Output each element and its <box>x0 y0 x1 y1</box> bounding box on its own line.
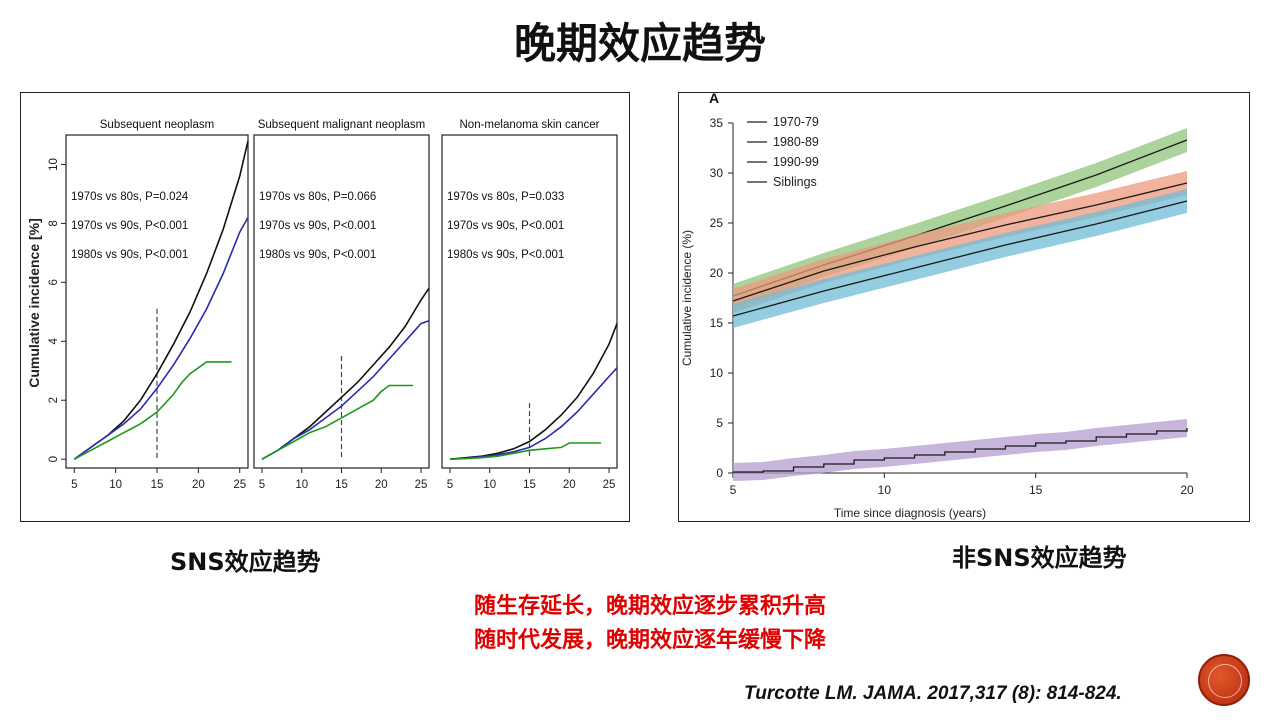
x-tick-label: 25 <box>233 479 246 491</box>
p-value-annotation: 1980s vs 90s, P<0.001 <box>71 249 188 261</box>
y-tick-label: 5 <box>716 416 723 430</box>
caption-non-sns: 非SNS效应趋势 <box>952 544 1127 572</box>
y-tick-label: 8 <box>48 220 60 226</box>
x-tick-label: 20 <box>375 479 388 491</box>
series-line-3 <box>449 442 602 460</box>
p-value-annotation: 1980s vs 90s, P<0.001 <box>447 249 564 261</box>
x-tick-label: 5 <box>259 479 265 491</box>
series-line-1 <box>449 323 618 460</box>
p-value-annotation: 1970s vs 80s, P=0.024 <box>71 191 189 203</box>
sns-figure: Cumulative incidence [%] Subsequent neopl… <box>20 92 630 522</box>
panel-title: Subsequent malignant neoplasm <box>258 119 426 131</box>
panel-title: Non-melanoma skin cancer <box>460 119 600 131</box>
y-tick-label: 10 <box>710 366 724 380</box>
x-tick-label: 10 <box>109 479 122 491</box>
panel-frame <box>441 134 618 469</box>
series-line-1 <box>261 287 430 460</box>
panel-title: Subsequent neoplasm <box>100 119 214 131</box>
x-tick-label: 15 <box>523 479 536 491</box>
x-tick-label: 25 <box>603 479 616 491</box>
series-line-1 <box>73 140 249 460</box>
y-tick-label: 0 <box>48 456 60 462</box>
x-tick-label: 15 <box>1029 483 1043 497</box>
panel-1: Subsequent neoplasm 5 10 15 20 25 0 2 4 6 8 10 1970s… <box>48 119 249 491</box>
x-tick-label: 15 <box>335 479 348 491</box>
panel-2: Subsequent malignant neoplasm 5 10 15 20 25 19… <box>253 119 430 491</box>
x-tick-label: 15 <box>151 479 164 491</box>
p-value-annotation: 1970s vs 90s, P<0.001 <box>71 220 188 232</box>
y-axis-label: Cumulative incidence (%) <box>680 230 694 366</box>
series-line-2 <box>449 367 618 460</box>
citation: Turcotte LM. JAMA. 2017,317 (8): 814-824… <box>744 683 1122 704</box>
legend-entry: Siblings <box>773 175 817 189</box>
series-line-4 <box>733 428 1188 473</box>
series-line-2 <box>73 217 249 460</box>
p-value-annotation: 1970s vs 80s, P=0.066 <box>259 191 376 203</box>
x-tick-label: 5 <box>447 479 453 491</box>
conclusion-line-2: 随时代发展，晚期效应逐年缓慢下降 <box>473 628 826 653</box>
ci-band-4 <box>733 419 1187 481</box>
sns-chart: Cumulative incidence [%] Subsequent neopl… <box>26 119 618 491</box>
ci-band-3 <box>733 189 1187 328</box>
x-tick-label: 5 <box>71 479 77 491</box>
y-tick-label: 0 <box>716 466 723 480</box>
p-value-annotation: 1970s vs 90s, P<0.001 <box>447 220 564 232</box>
x-tick-label: 20 <box>563 479 576 491</box>
x-tick-label: 10 <box>295 479 308 491</box>
panel-frame <box>65 134 249 469</box>
y-tick-label: 6 <box>48 279 60 285</box>
x-axis-label: Time since diagnosis (years) <box>834 506 986 520</box>
x-tick-label: 10 <box>878 483 892 497</box>
y-tick-label: 25 <box>710 216 724 230</box>
conclusions: 随生存延长，晚期效应逐步累积升高 随时代发展，晚期效应逐年缓慢下降 <box>0 590 1280 658</box>
legend: 1970-79 1980-89 1990-99 Siblings <box>747 115 819 189</box>
y-tick-label: 35 <box>710 116 724 130</box>
x-tick-label: 5 <box>730 483 737 497</box>
x-tick-label: 20 <box>1180 483 1194 497</box>
p-value-annotation: 1970s vs 80s, P=0.033 <box>447 191 564 203</box>
panel-3: Non-melanoma skin cancer 5 10 15 20 25 1970s v… <box>441 119 618 491</box>
slide-title: 晚期效应趋势 <box>513 19 766 68</box>
series-line-3 <box>261 384 414 460</box>
y-tick-label: 15 <box>710 316 724 330</box>
y-tick-label: 10 <box>48 158 60 171</box>
caption-sns: SNS效应趋势 <box>170 548 321 576</box>
panel-label: A <box>709 93 719 106</box>
series-line-2 <box>261 319 430 460</box>
x-tick-label: 25 <box>415 479 428 491</box>
ci-band-2 <box>733 171 1187 313</box>
y-tick-label: 2 <box>48 397 60 403</box>
x-tick-label: 10 <box>483 479 496 491</box>
non-sns-figure: A 0 5 10 15 20 25 30 35 5 10 15 20 Time since diagnos… <box>678 92 1250 522</box>
legend-entry: 1980-89 <box>773 135 819 149</box>
p-value-annotation: 1970s vs 90s, P<0.001 <box>259 220 376 232</box>
series-line-3 <box>73 361 232 460</box>
p-value-annotation: 1980s vs 90s, P<0.001 <box>259 249 376 261</box>
y-tick-label: 20 <box>710 266 724 280</box>
legend-entry: 1990-99 <box>773 155 819 169</box>
conclusion-line-1: 随生存延长，晚期效应逐步累积升高 <box>473 594 826 619</box>
y-tick-label: 4 <box>48 337 60 344</box>
series-line-2 <box>732 182 1188 302</box>
legend-entry: 1970-79 <box>773 115 819 129</box>
logo-icon <box>1198 654 1250 706</box>
y-tick-label: 30 <box>710 166 724 180</box>
y-axis-label: Cumulative incidence [%] <box>26 218 42 388</box>
series-line-3 <box>732 200 1188 317</box>
x-tick-label: 20 <box>192 479 205 491</box>
